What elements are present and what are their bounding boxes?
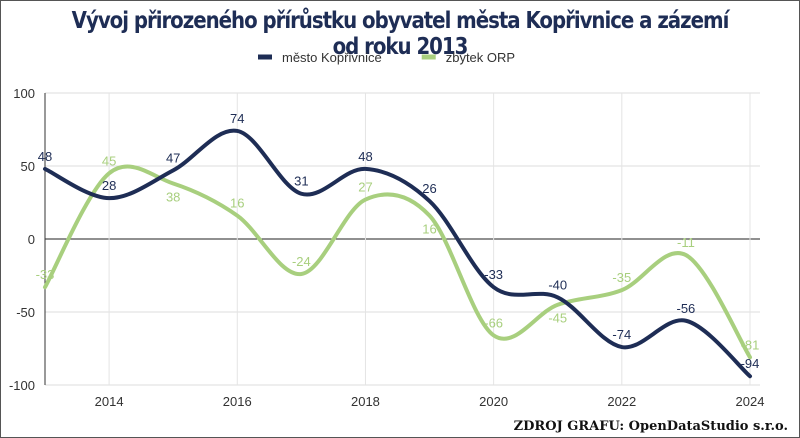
data-label: 16 — [422, 222, 436, 237]
data-label: -74 — [612, 327, 631, 342]
y-tick-label: 100 — [13, 86, 35, 101]
y-tick-label: -100 — [9, 378, 35, 393]
chart-source: ZDROJ GRAFU: OpenDataStudio s.r.o. — [511, 419, 790, 434]
legend-label: zbytek ORP — [446, 50, 515, 65]
data-label: -66 — [484, 315, 503, 330]
data-label: 74 — [230, 111, 244, 126]
x-tick-label: 2024 — [736, 394, 765, 409]
data-label: -11 — [677, 235, 695, 250]
data-label: -24 — [292, 254, 311, 269]
data-label: -56 — [677, 301, 696, 316]
data-label: -81 — [741, 337, 760, 352]
x-tick-label: 2018 — [351, 394, 380, 409]
series-line — [43, 128, 752, 379]
data-label: 16 — [230, 196, 244, 211]
chart-title: Vývoj přirozeného přírůstku obyvatel měs… — [71, 8, 730, 60]
data-label: 27 — [358, 180, 372, 195]
x-tick-label: 2022 — [607, 394, 636, 409]
data-label: 26 — [422, 181, 436, 196]
y-tick-label: -50 — [16, 305, 35, 320]
data-label: -33 — [484, 267, 503, 282]
legend-label: město Kopřivnice — [282, 50, 382, 65]
data-label: 28 — [102, 178, 116, 193]
y-tick-label: 0 — [28, 232, 35, 247]
data-label: -45 — [548, 311, 567, 326]
data-label: 38 — [166, 190, 180, 205]
data-label: -35 — [612, 270, 631, 285]
x-tick-label: 2014 — [95, 394, 124, 409]
series-line — [43, 164, 752, 360]
data-label: 45 — [102, 153, 116, 168]
x-tick-label: 2020 — [479, 394, 508, 409]
data-label: -33 — [36, 267, 55, 282]
data-label: 47 — [166, 150, 180, 165]
data-label: 48 — [358, 149, 372, 164]
data-label: -40 — [548, 277, 567, 292]
data-label: -94 — [741, 356, 760, 371]
data-label: 48 — [38, 149, 52, 164]
y-tick-label: 50 — [21, 159, 35, 174]
x-tick-label: 2016 — [223, 394, 252, 409]
data-label: 31 — [294, 174, 308, 189]
